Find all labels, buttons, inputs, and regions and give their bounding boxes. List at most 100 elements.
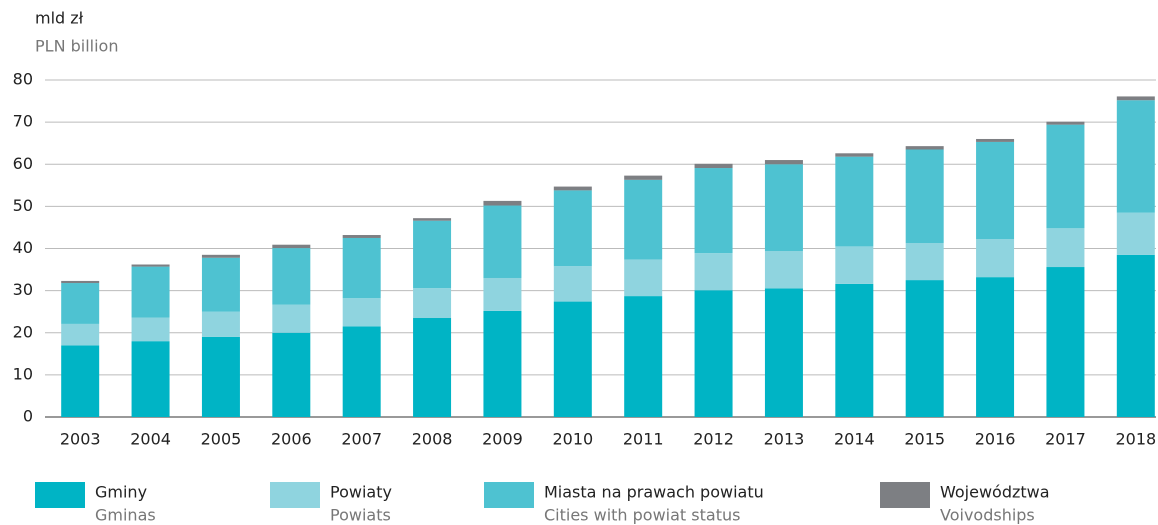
y-tick-label: 80 [13,70,33,89]
bar-segment [624,175,663,180]
legend-label: Województwa [940,483,1050,502]
bar-segment [764,288,803,417]
bar-segment [976,141,1015,240]
bar-segment [694,290,733,417]
bar-segment [624,179,663,260]
bar-segment [201,311,240,337]
bar-segment [483,277,522,311]
bar-segment [1116,100,1155,213]
y-tick-label: 50 [13,196,33,215]
bar-segment [61,280,100,284]
x-tick-label: 2014 [834,430,875,449]
bar-segment [272,304,311,333]
bar-segment [483,200,522,206]
legend-label: Powiaty [330,483,392,502]
bar-segment [553,301,592,417]
x-tick-label: 2018 [1115,430,1156,449]
bar-segment [272,332,311,417]
y-axis-label: mld zł [35,9,84,28]
bar-segment [905,243,944,281]
x-tick-label: 2009 [482,430,523,449]
bar-segment [61,323,100,346]
bar-segment [413,288,452,319]
bar-segment [694,168,733,254]
bar-segment [764,251,803,289]
bar-segment [413,220,452,289]
bar-segment [342,235,381,238]
bar-segment [1116,254,1155,417]
bar-segment [694,253,733,291]
y-tick-label: 20 [13,322,33,341]
bar-segment [1046,121,1085,125]
bar-segment [835,283,874,417]
y-axis-label-en: PLN billion [35,37,118,56]
x-tick-label: 2013 [764,430,805,449]
x-tick-label: 2015 [904,430,945,449]
legend-label-en: Powiats [330,506,391,525]
bar-segment [976,138,1015,142]
bar-segment [764,160,803,165]
bar-segment [694,163,733,169]
bar-segment [976,239,1015,278]
bar-segment [1046,267,1085,417]
x-tick-label: 2003 [60,430,101,449]
x-tick-label: 2017 [1045,430,1086,449]
x-tick-label: 2006 [271,430,312,449]
x-tick-label: 2016 [975,430,1016,449]
bar-segment [835,156,874,247]
y-tick-label: 70 [13,112,33,131]
y-tick-label: 30 [13,280,33,299]
bar-segment [1046,228,1085,268]
bar-segment [553,190,592,267]
legend-label-en: Cities with powiat status [544,506,740,525]
bar-segment [272,244,311,249]
bar-segment [61,345,100,417]
legend-label: Miasta na prawach powiatu [544,483,764,502]
x-tick-label: 2012 [693,430,734,449]
bar-segment [413,218,452,221]
bar-segment [483,205,522,278]
y-tick-label: 40 [13,238,33,257]
bar-segment [342,298,381,327]
legend-label: Gminy [95,483,147,502]
bar-segment [764,164,803,252]
bar-segment [976,277,1015,417]
bar-segment [624,259,663,297]
y-tick-label: 60 [13,154,33,173]
legend-label-en: Gminas [95,506,156,525]
x-tick-label: 2004 [130,430,171,449]
legend-swatch [484,482,534,508]
legend-label-en: Voivodships [940,506,1035,525]
bar-segment [131,341,170,417]
bar-segment [553,186,592,191]
bar-segment [835,153,874,157]
legend-swatch [35,482,85,508]
bar-segment [342,326,381,417]
bar-segment [131,317,170,342]
bar-segment [413,318,452,417]
x-tick-label: 2011 [623,430,664,449]
legend-swatch [880,482,930,508]
bar-segment [624,296,663,417]
y-tick-label: 0 [23,407,33,426]
bar-segment [272,248,311,305]
y-tick-label: 10 [13,364,33,383]
x-tick-label: 2008 [412,430,453,449]
bar-segment [131,266,170,318]
bar-segment [201,254,240,258]
bar-segment [1116,212,1155,255]
legend-swatch [270,482,320,508]
bar-segment [131,264,170,267]
bar-segment [905,280,944,417]
x-tick-label: 2007 [341,430,382,449]
bar-segment [553,266,592,302]
bar-segment [201,257,240,312]
bar-segment [201,336,240,417]
bar-segment [483,310,522,417]
x-tick-label: 2010 [552,430,593,449]
bar-segment [1116,96,1155,101]
bar-segment [835,246,874,284]
x-tick-label: 2005 [201,430,242,449]
bar-segment [905,149,944,244]
